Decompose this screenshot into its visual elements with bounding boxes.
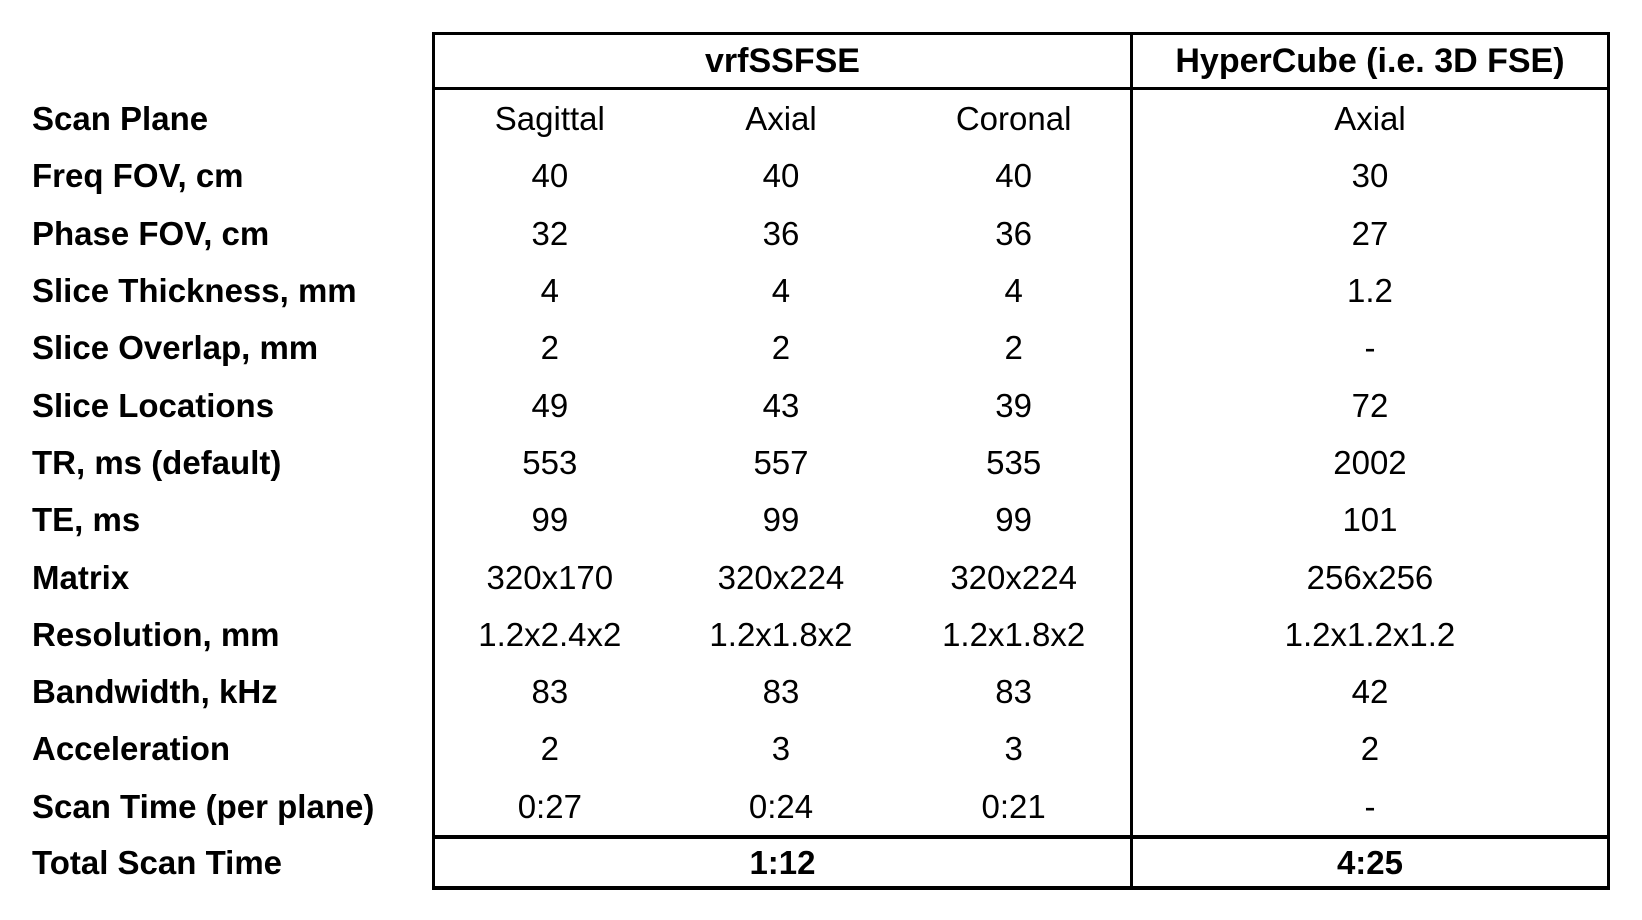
table-cell: 36	[762, 214, 800, 252]
table-row: Freq FOV, cm 40 40 40 30	[30, 147, 1610, 205]
table-cell: 4	[771, 272, 791, 310]
table-cell: 3	[771, 730, 791, 768]
table-cell: 99	[432, 491, 665, 549]
table-row: TR, ms (default) 553 557 535 2002	[30, 433, 1610, 492]
table-row: Scan Plane Sagittal Axial Coronal Axial	[30, 90, 1610, 148]
table-row: TE, ms 99 99 99 101	[30, 491, 1610, 549]
table-cell: 42	[1129, 662, 1610, 721]
table-cell: 0:21	[981, 787, 1046, 825]
table-cell: 32	[432, 204, 665, 262]
table-cell: 83	[762, 673, 800, 711]
row-label-scan-time-per-plane: Scan Time (per plane)	[32, 787, 375, 825]
row-label-te: TE, ms	[32, 501, 141, 539]
table-cell: 320x170	[432, 548, 665, 606]
table-row: Bandwidth, kHz 83 83 83 42	[30, 662, 1610, 721]
table-cell: Axial	[745, 100, 817, 138]
total-vrfssfse-cell: 1:12	[432, 834, 1130, 890]
table-row: Resolution, mm 1.2x2.4x2 1.2x1.8x2 1.2x1…	[30, 605, 1610, 663]
table-row: Phase FOV, cm 32 36 36 27	[30, 204, 1610, 262]
table-cell: 39	[995, 386, 1032, 424]
header-spacer	[30, 32, 432, 90]
table-cell: 1.2x1.8x2	[942, 615, 1086, 653]
header-hypercube: HyperCube (i.e. 3D FSE)	[1129, 32, 1610, 90]
table-cell: 40	[762, 157, 800, 195]
table-cell: Axial	[1129, 90, 1610, 148]
table-cell: 557	[753, 443, 809, 481]
table-row: Slice Thickness, mm 4 4 4 1.2	[30, 261, 1610, 320]
table-cell: 2	[1129, 720, 1610, 778]
table-cell: 320x224	[717, 558, 845, 596]
table-cell: 1.2x1.2x1.2	[1129, 605, 1610, 663]
total-hypercube-cell: 4:25	[1129, 834, 1610, 890]
table-row: Matrix 320x170 320x224 320x224 256x256	[30, 548, 1610, 606]
table-cell: 3	[1004, 730, 1023, 768]
row-label-scan-plane: Scan Plane	[32, 100, 209, 138]
table-row: Slice Locations 49 43 39 72	[30, 376, 1610, 434]
table-cell: 1.2x2.4x2	[432, 605, 665, 663]
table-cell: 1.2x1.8x2	[709, 615, 853, 653]
table-cell: 1.2	[1129, 261, 1610, 320]
table-row: Acceleration 2 3 3 2	[30, 720, 1610, 778]
table-cell: Coronal	[955, 100, 1072, 138]
header-vrfssfse: vrfSSFSE	[432, 32, 1130, 90]
table-cell: Sagittal	[432, 90, 665, 148]
table-cell: 49	[432, 376, 665, 434]
row-label-slice-thickness: Slice Thickness, mm	[32, 272, 357, 310]
row-label-bandwidth: Bandwidth, kHz	[32, 673, 278, 711]
row-label-resolution: Resolution, mm	[32, 615, 280, 653]
table-cell: 101	[1129, 491, 1610, 549]
table-cell: 36	[995, 214, 1032, 252]
table-total-row: Total Scan Time 1:12 4:25	[30, 834, 1610, 890]
table-row: Slice Overlap, mm 2 2 2 -	[30, 319, 1610, 377]
table-cell: 83	[995, 673, 1032, 711]
table-cell: 72	[1129, 376, 1610, 434]
table-cell: 40	[995, 157, 1032, 195]
row-label-slice-overlap: Slice Overlap, mm	[32, 329, 319, 367]
table-cell: 0:27	[432, 777, 665, 835]
protocol-comparison-table: vrfSSFSE HyperCube (i.e. 3D FSE) Scan Pl…	[30, 32, 1610, 890]
row-label-slice-locations: Slice Locations	[32, 386, 275, 424]
table-cell: 2002	[1129, 433, 1610, 492]
row-label-tr: TR, ms (default)	[32, 443, 282, 481]
row-label-acceleration: Acceleration	[32, 730, 231, 768]
table-header-row: vrfSSFSE HyperCube (i.e. 3D FSE)	[30, 32, 1610, 90]
table-cell: 4	[432, 261, 665, 320]
table-cell: 320x224	[950, 558, 1077, 596]
table-cell: 40	[432, 147, 665, 205]
row-label-freq-fov: Freq FOV, cm	[32, 157, 244, 195]
table-cell: 553	[432, 433, 665, 492]
table-cell: 2	[1004, 329, 1023, 367]
table-cell: 4	[1004, 272, 1023, 310]
table-cell: 99	[762, 501, 800, 539]
table-cell: 535	[986, 443, 1042, 481]
table-cell: 0:24	[748, 787, 814, 825]
table-cell: 2	[432, 319, 665, 377]
table-cell: 27	[1129, 204, 1610, 262]
row-label-phase-fov: Phase FOV, cm	[32, 214, 270, 252]
table-cell: -	[1129, 319, 1610, 377]
table-cell: 83	[432, 662, 665, 721]
table-cell: 43	[762, 386, 800, 424]
table-cell: 256x256	[1129, 548, 1610, 606]
table-cell: 2	[432, 720, 665, 778]
table-cell: 2	[771, 329, 791, 367]
row-label-matrix: Matrix	[32, 558, 130, 596]
table-cell: -	[1129, 777, 1610, 835]
row-label-total-scan-time: Total Scan Time	[32, 843, 283, 881]
table-cell: 30	[1129, 147, 1610, 205]
table-cell: 99	[995, 501, 1032, 539]
table-row: Scan Time (per plane) 0:27 0:24 0:21 -	[30, 777, 1610, 835]
